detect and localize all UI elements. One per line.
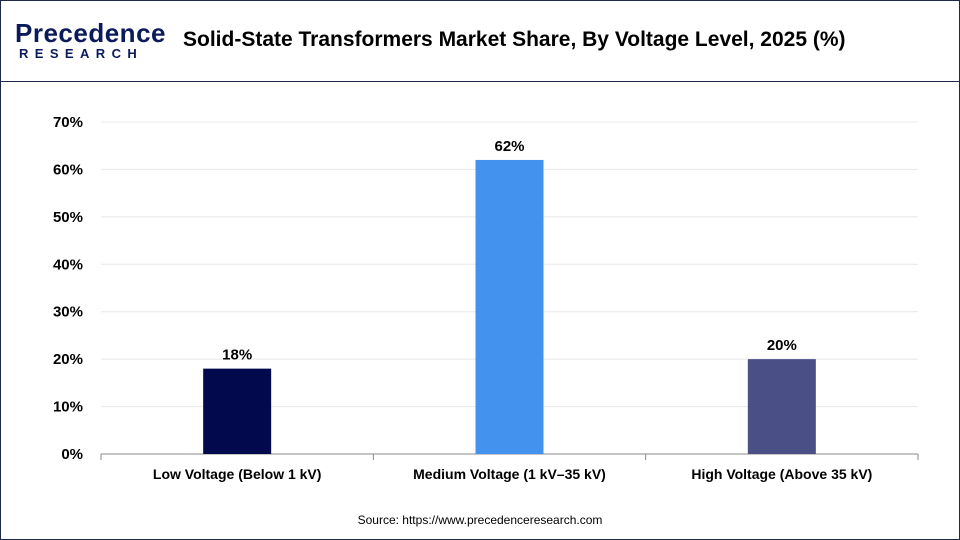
bar bbox=[203, 368, 272, 454]
x-category-label: Low Voltage (Below 1 kV) bbox=[153, 466, 322, 482]
y-tick-label: 0% bbox=[61, 446, 83, 463]
header: Precedence RESEARCH Solid-State Transfor… bbox=[1, 1, 959, 82]
y-tick-label: 10% bbox=[53, 399, 83, 416]
y-tick-label: 20% bbox=[53, 351, 83, 368]
source-note: Source: https://www.precedenceresearch.c… bbox=[357, 513, 603, 527]
x-category-label: High Voltage (Above 35 kV) bbox=[691, 466, 872, 482]
y-tick-label: 40% bbox=[53, 256, 83, 273]
bar-chart: 0% 10% 20% 30% 40% 50% 60% 70% 18% Low Voltage (B… bbox=[53, 114, 919, 482]
y-tick-label: 70% bbox=[53, 114, 83, 131]
bar bbox=[475, 159, 544, 454]
data-label: 18% bbox=[222, 347, 252, 364]
bar bbox=[747, 359, 816, 454]
y-tick-label: 50% bbox=[53, 209, 83, 226]
logo-subtext: RESEARCH bbox=[19, 46, 144, 61]
data-label: 20% bbox=[767, 337, 797, 354]
x-category-label: Medium Voltage (1 kV–35 kV) bbox=[413, 466, 606, 482]
logo-wordmark: Precedence bbox=[15, 18, 166, 48]
chart-title: Solid-State Transformers Market Share, B… bbox=[183, 28, 846, 51]
y-tick-label: 60% bbox=[53, 161, 83, 178]
y-tick-label: 30% bbox=[53, 304, 83, 321]
brand-logo: Precedence RESEARCH bbox=[15, 19, 165, 65]
data-label: 62% bbox=[494, 138, 524, 155]
